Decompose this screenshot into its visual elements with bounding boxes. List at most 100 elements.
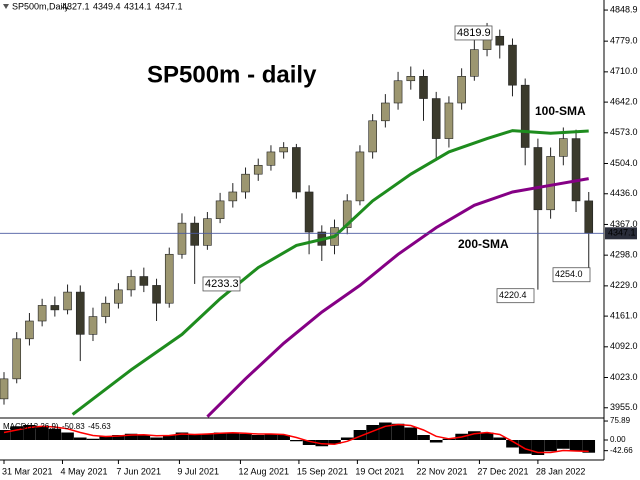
macd-bar: [48, 428, 62, 440]
annotation-label: 4819.9: [457, 27, 491, 39]
macd-bar: [61, 432, 74, 440]
macd-bar: [35, 426, 49, 440]
candle-body: [393, 80, 403, 104]
macd-bar: [86, 438, 100, 440]
candle-body: [444, 102, 454, 139]
ohlc-value: 4349.4: [93, 1, 121, 11]
macd-bar: [112, 435, 125, 440]
annotation-box: [454, 25, 493, 41]
x-tick-label: 31 Mar 2021: [2, 466, 53, 476]
macd-bar: [468, 431, 481, 440]
candle-body: [368, 120, 377, 153]
macd-bar: [569, 440, 583, 452]
macd-bar: [480, 432, 494, 440]
candle-body: [406, 76, 416, 82]
ohlc-value: 4327.1: [62, 1, 90, 11]
candle-body: [266, 151, 276, 166]
series-label: 200-SMA: [458, 237, 509, 251]
macd-bar: [404, 427, 418, 440]
y-tick-label: 4710.0: [610, 66, 638, 76]
y-tick-label: 4161.0: [610, 310, 638, 320]
macd-bar: [239, 433, 252, 440]
macd-bar: [582, 440, 596, 453]
y-tick-label: 4298.0: [610, 250, 638, 260]
macd-bar: [264, 433, 278, 440]
candle-body: [419, 76, 428, 99]
series-label: 100-SMA: [535, 104, 586, 118]
candle-body: [355, 151, 365, 202]
y-tick-label: 4367.0: [610, 219, 638, 229]
last-price-label: 4347.1: [608, 228, 636, 238]
candle-body: [508, 44, 517, 86]
macd-bar: [251, 435, 265, 440]
y-tick-label: 4229.0: [610, 280, 638, 290]
macd-bar: [99, 436, 112, 440]
candle-body: [533, 147, 543, 211]
macd-bar: [328, 440, 341, 444]
macd-bar: [417, 435, 430, 440]
macd-bar: [340, 437, 354, 440]
candle-body: [25, 320, 34, 340]
candle-body: [571, 138, 581, 202]
y-tick-label: 4642.0: [610, 96, 638, 106]
candle-body: [253, 164, 263, 175]
x-tick-label: 22 Nov 2021: [416, 466, 467, 476]
x-tick-label: 9 Jul 2021: [177, 466, 219, 476]
chart-title: SP500m - daily: [147, 61, 317, 88]
annotation-label: 4233.3: [205, 278, 239, 290]
y-tick-label: 4436.0: [610, 188, 638, 198]
y-tick-label: 4779.0: [610, 36, 638, 46]
annotation-label: 4254.0: [555, 269, 583, 279]
macd-bar: [506, 440, 519, 448]
candle-body: [431, 98, 441, 139]
x-tick-label: 28 Jan 2022: [536, 466, 586, 476]
candle-body: [152, 285, 161, 304]
y-tick-label: 4023.0: [610, 372, 638, 382]
macd-y-tick-label: 75.89: [610, 416, 631, 425]
macd-bar: [366, 425, 379, 440]
macd-y-tick-label: -42.66: [610, 446, 633, 455]
macd-bar: [150, 437, 163, 440]
candle-body: [37, 305, 47, 322]
macd-bar: [391, 423, 405, 440]
candle-body: [457, 76, 466, 104]
candle-body: [215, 200, 225, 219]
macd-bar: [544, 440, 557, 452]
candle-body: [63, 291, 72, 311]
x-tick-label: 19 Oct 2021: [355, 466, 404, 476]
y-tick-label: 4573.0: [610, 127, 638, 137]
candle-body: [559, 138, 568, 157]
annotation-box: [202, 276, 241, 292]
candle-body: [279, 147, 288, 153]
macd-bar: [137, 435, 151, 440]
y-tick-label: 3955.0: [610, 402, 638, 412]
sma-line: [71, 129, 589, 416]
symbol: SP500m,Daily: [12, 1, 70, 11]
candle-body: [75, 291, 85, 335]
candle-body: [114, 289, 123, 304]
candle-body: [50, 305, 60, 311]
candle-body: [190, 222, 199, 246]
y-tick-label: 4504.0: [610, 158, 638, 168]
y-tick-label: 4092.0: [610, 341, 638, 351]
y-tick-label: 4848.9: [610, 4, 638, 14]
macd-y-tick-label: 0.00: [610, 435, 626, 444]
macd-bar: [557, 440, 570, 449]
x-tick-label: 7 Jun 2021: [116, 466, 161, 476]
annotation-box: [496, 288, 535, 304]
annotation-box: [552, 267, 591, 283]
candle-body: [139, 276, 149, 286]
macd-bar: [175, 432, 189, 440]
macd-bar: [124, 433, 138, 440]
x-tick-label: 12 Aug 2021: [238, 466, 289, 476]
candle-body: [12, 338, 22, 380]
candle-body: [101, 302, 110, 317]
candle-body: [88, 316, 98, 335]
last-price-tag: [605, 227, 637, 240]
macd-bar: [162, 435, 176, 440]
candle-body: [381, 102, 390, 122]
sma-line: [206, 177, 589, 418]
macd-bar: [188, 435, 201, 440]
annotation-label: 4220.4: [499, 290, 527, 300]
macd-signal: [3, 423, 589, 454]
